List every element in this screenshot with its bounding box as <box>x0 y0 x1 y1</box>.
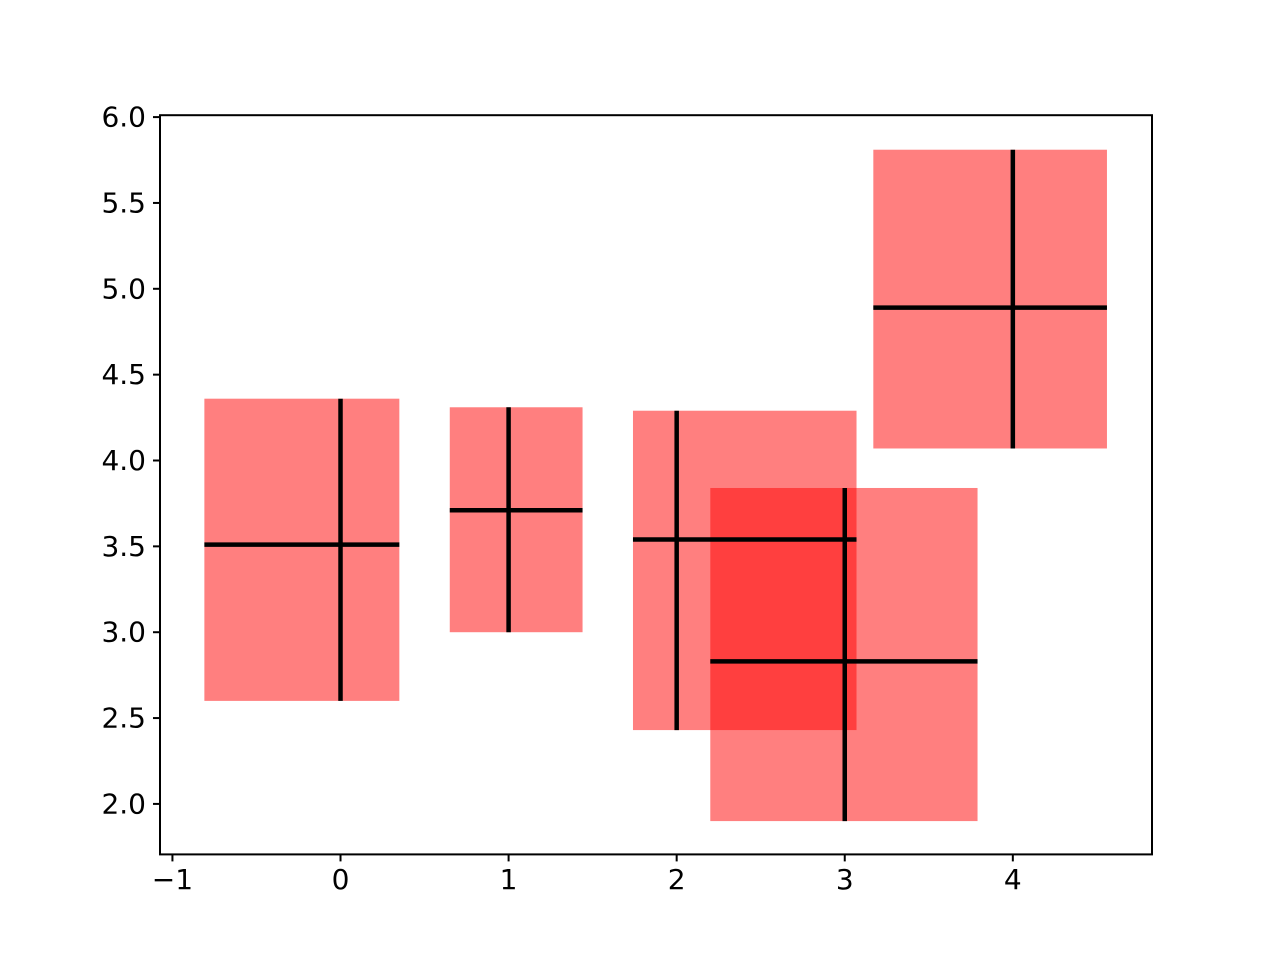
y-axis-tick-label: 4.0 <box>101 444 146 477</box>
error-box <box>204 398 400 701</box>
x-axis-tick-label: 4 <box>1004 863 1022 896</box>
x-axis-tick-label: −1 <box>152 863 193 896</box>
x-axis-tick-label: 3 <box>836 863 854 896</box>
error-box <box>449 407 583 633</box>
error-box <box>873 149 1107 449</box>
y-axis-tick-label: 2.5 <box>101 702 146 735</box>
x-axis-tick-label: 2 <box>668 863 686 896</box>
y-axis-tick-label: 6.0 <box>101 101 146 134</box>
y-axis-tick-label: 5.5 <box>101 186 146 219</box>
y-axis-tick-label: 3.0 <box>101 616 146 649</box>
axes-spines <box>159 114 1153 856</box>
y-axis-tick-label: 4.5 <box>101 358 146 391</box>
y-axis-tick-label: 5.0 <box>101 272 146 305</box>
x-axis-tick-label: 1 <box>500 863 518 896</box>
y-axis-tick-label: 2.0 <box>101 787 146 820</box>
y-axis-tick-label: 3.5 <box>101 530 146 563</box>
x-axis-tick-label: 0 <box>332 863 350 896</box>
